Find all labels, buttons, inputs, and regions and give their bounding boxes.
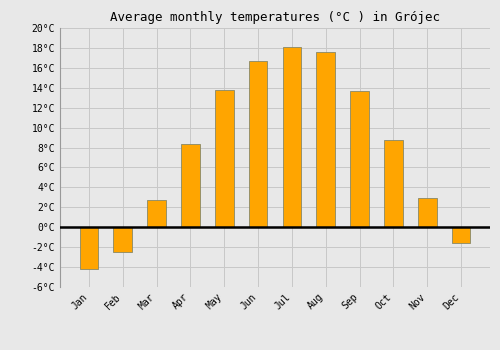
Bar [114,227,132,252]
Bar [350,91,369,227]
Bar [282,47,301,227]
Bar [181,144,200,227]
Title: Average monthly temperatures (°C ) in Grójec: Average monthly temperatures (°C ) in Gr… [110,11,440,24]
Bar [452,227,470,243]
Bar [215,90,234,227]
Bar [80,227,98,269]
Bar [418,198,436,227]
Bar [316,52,335,227]
Bar [384,140,403,227]
Bar [147,200,166,227]
Bar [249,61,268,227]
